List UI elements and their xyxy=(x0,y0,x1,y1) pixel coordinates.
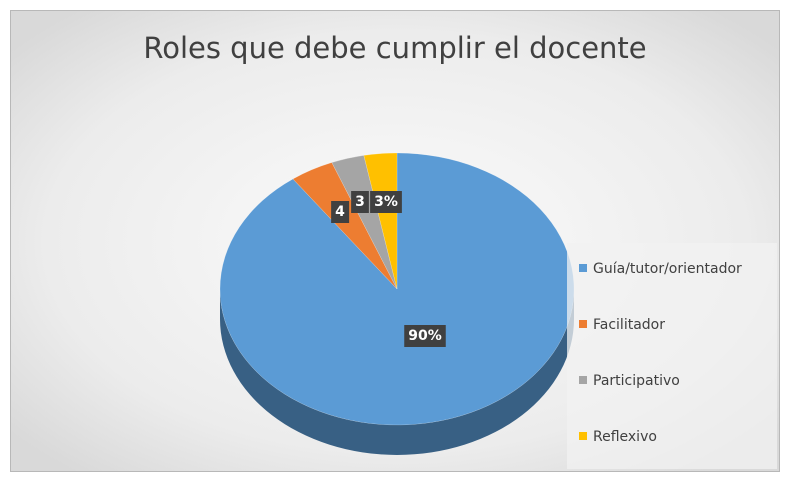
legend-swatch-0 xyxy=(579,264,587,272)
legend-swatch-1 xyxy=(579,320,587,328)
pie-slice-1[interactable] xyxy=(292,162,398,290)
pie-slice-0[interactable] xyxy=(219,152,575,426)
svg-text:90%: 90% xyxy=(408,328,442,344)
pie-slice-2[interactable] xyxy=(331,155,398,290)
legend-item-0: Guía/tutor/orientador xyxy=(579,259,742,279)
legend-label-2: Participativo xyxy=(593,373,680,389)
legend-label-0: Guía/tutor/orientador xyxy=(593,261,742,277)
legend-swatch-2 xyxy=(579,376,587,384)
chart-legend: Guía/tutor/orientador Facilitador Particip… xyxy=(567,243,777,469)
data-label-1: 4 xyxy=(331,201,350,223)
pie-chart: 90% 43 3% xyxy=(219,152,575,455)
data-label-3: 3% xyxy=(370,191,402,213)
svg-text:3%: 3% xyxy=(374,194,398,210)
svg-text:3: 3 xyxy=(355,194,365,210)
chart-title: Roles que debe cumplir el docente xyxy=(143,31,647,65)
legend-swatch-3 xyxy=(579,432,587,440)
legend-label-1: Facilitador xyxy=(593,317,665,333)
chart-frame: Roles que debe cumplir el docente 90% 4 3 3… xyxy=(10,10,780,472)
data-label-0: 90% xyxy=(404,325,446,347)
legend-item-3: Reflexivo xyxy=(579,427,657,447)
legend-item-1: Facilitador xyxy=(579,315,665,335)
pie-slice-3[interactable] xyxy=(363,152,398,290)
pie-side-walls xyxy=(220,289,574,455)
legend-item-2: Participativo xyxy=(579,371,680,391)
data-label-2: 3 xyxy=(351,191,369,213)
legend-label-3: Reflexivo xyxy=(593,429,657,445)
svg-text:4: 4 xyxy=(335,204,345,220)
pie-side-0 xyxy=(220,289,574,455)
